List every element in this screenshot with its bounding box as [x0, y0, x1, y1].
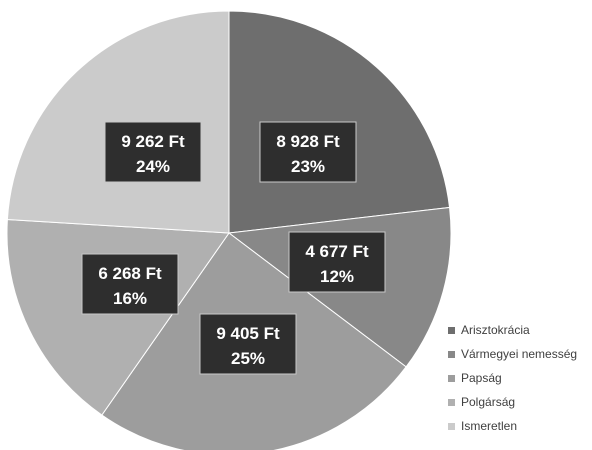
data-label-value: 9 405 Ft — [216, 324, 280, 343]
data-label-value: 4 677 Ft — [305, 242, 369, 261]
legend-item-polgarsag: Polgárság — [442, 390, 592, 414]
legend-label: Vármegyei nemesség — [461, 347, 578, 361]
data-label-ismeretlen: 9 262 Ft 24% — [104, 121, 202, 183]
data-label-varmegyei-nemesseg: 4 677 Ft 12% — [288, 231, 386, 293]
pie-slices — [6, 10, 452, 450]
legend-item-ismeretlen: Ismeretlen — [442, 414, 592, 438]
data-label-arisztokracia: 8 928 Ft 23% — [259, 121, 357, 183]
data-label-box — [259, 121, 357, 183]
legend-label: Polgárság — [461, 395, 516, 409]
data-label-value: 8 928 Ft — [276, 132, 340, 151]
data-label-box — [288, 231, 386, 293]
data-label-papsag: 9 405 Ft 25% — [199, 313, 297, 375]
legend-label: Ismeretlen — [461, 419, 518, 433]
data-labels: 8 928 Ft 23% 4 677 Ft 12% 9 405 Ft 25% 6 268 F… — [81, 121, 386, 375]
data-label-box — [104, 121, 202, 183]
data-label-percent: 25% — [231, 349, 265, 368]
legend-item-papsag: Papság — [442, 366, 592, 390]
legend: Arisztokrácia Vármegyei nemesség Papság Pol… — [442, 318, 592, 444]
data-label-polgarsag: 6 268 Ft 16% — [81, 253, 179, 315]
legend-swatch — [448, 422, 455, 430]
data-label-percent: 23% — [291, 157, 325, 176]
data-label-box — [81, 253, 179, 315]
legend-swatch — [448, 398, 455, 406]
legend-swatch — [448, 350, 455, 358]
legend-item-arisztokracia: Arisztokrácia — [442, 318, 592, 342]
legend-swatch — [448, 374, 455, 382]
data-label-percent: 16% — [113, 289, 147, 308]
data-label-value: 6 268 Ft — [98, 264, 162, 283]
legend-item-varmegyei-nemesseg: Vármegyei nemesség — [442, 342, 592, 366]
legend-swatch — [448, 326, 455, 334]
legend-label: Papság — [461, 371, 502, 385]
data-label-box — [199, 313, 297, 375]
data-label-percent: 12% — [320, 267, 354, 286]
data-label-percent: 24% — [136, 157, 170, 176]
data-label-value: 9 262 Ft — [121, 132, 185, 151]
legend-label: Arisztokrácia — [461, 323, 530, 337]
